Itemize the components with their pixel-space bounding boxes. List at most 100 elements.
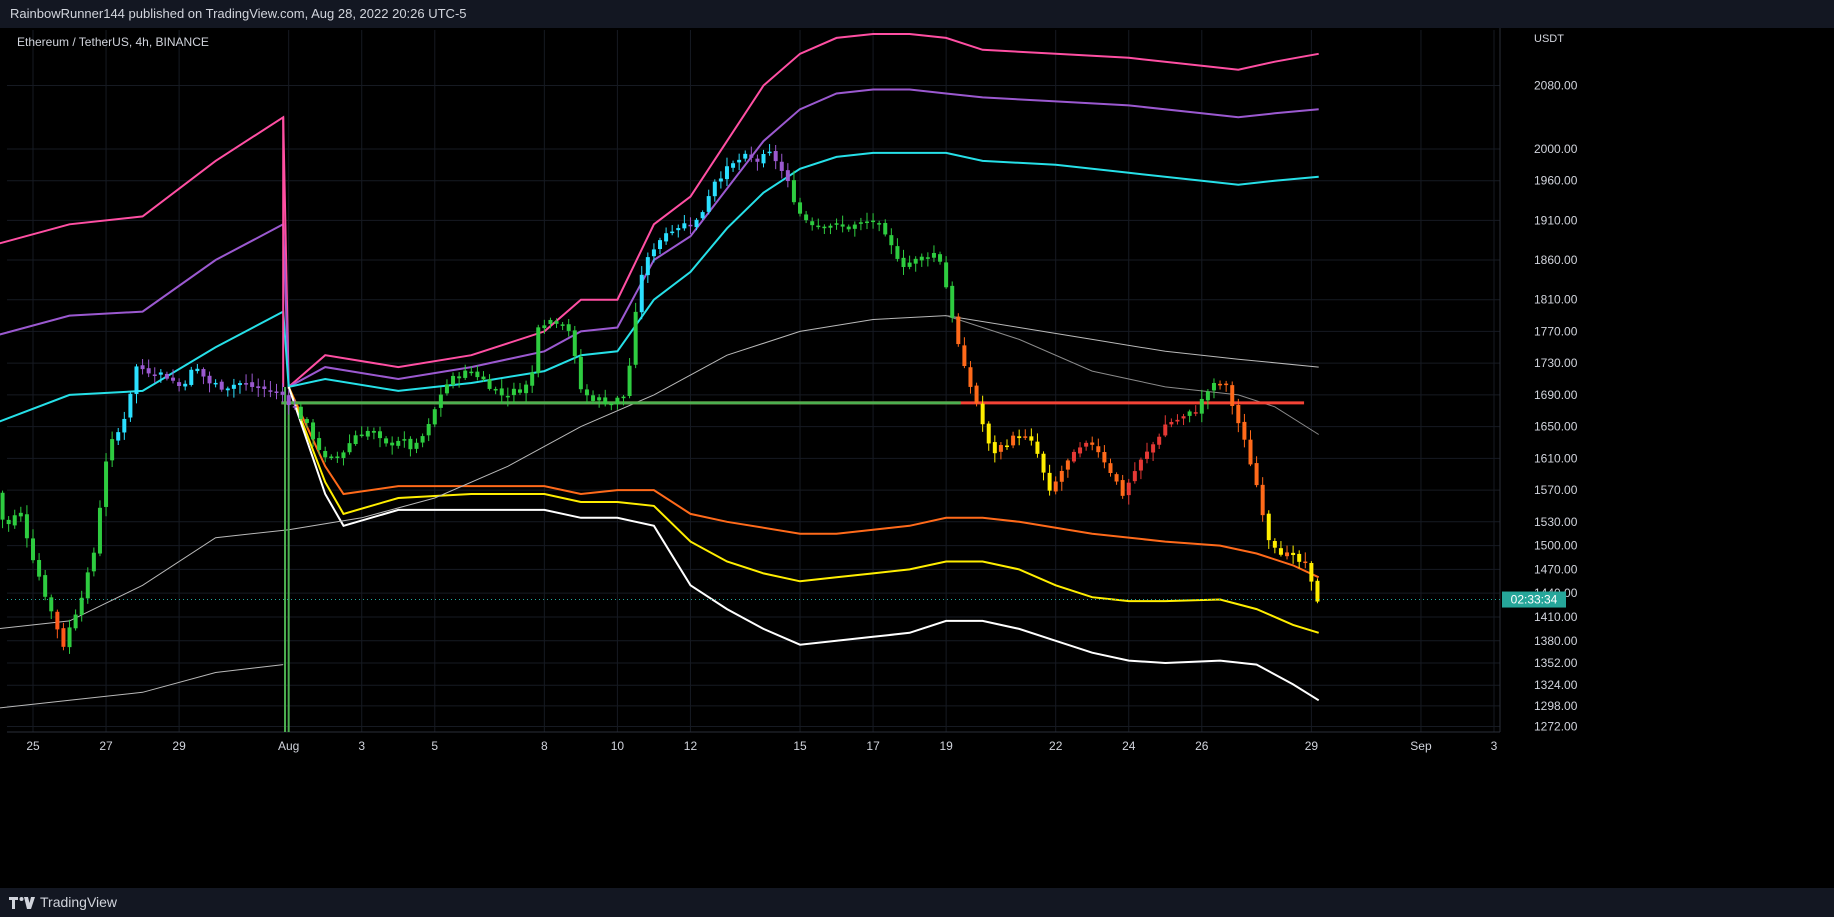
candle-body bbox=[944, 262, 949, 288]
candle-body bbox=[1065, 460, 1070, 470]
candle-body bbox=[731, 163, 736, 168]
time-tick-label: 27 bbox=[99, 739, 113, 753]
candle-body bbox=[852, 224, 857, 229]
candle bbox=[950, 281, 955, 323]
candle bbox=[1029, 428, 1034, 446]
candle-body bbox=[481, 376, 486, 380]
price-tick-label: 1410.00 bbox=[1534, 610, 1578, 624]
candle bbox=[152, 367, 157, 383]
candle-body bbox=[548, 319, 553, 324]
candle bbox=[828, 223, 833, 235]
candle bbox=[146, 359, 151, 378]
candle bbox=[347, 434, 352, 455]
tradingview-logo-icon[interactable] bbox=[9, 896, 35, 910]
candle bbox=[158, 369, 163, 383]
indicator-line-1 bbox=[0, 88, 1319, 389]
candle-body bbox=[67, 627, 72, 648]
candle-body bbox=[329, 456, 334, 459]
candle-body bbox=[1163, 424, 1168, 436]
candle-body bbox=[6, 519, 11, 525]
candle bbox=[463, 364, 468, 380]
candle bbox=[128, 392, 133, 422]
candle bbox=[1218, 380, 1223, 390]
publish-header: RainbowRunner144 published on TradingVie… bbox=[0, 0, 1834, 28]
candle bbox=[986, 421, 991, 451]
price-chart[interactable]: 2080.00 2000.00 1960.00 1910.00 1860.00 1810.… bbox=[0, 28, 1834, 888]
candle bbox=[1199, 389, 1204, 423]
candle bbox=[1059, 465, 1064, 491]
candle bbox=[664, 227, 669, 245]
candle-body bbox=[298, 406, 303, 420]
indicator-line-5 bbox=[287, 386, 1320, 702]
candle bbox=[110, 431, 115, 468]
candle bbox=[286, 389, 291, 415]
candle bbox=[1205, 389, 1210, 410]
candle-body bbox=[846, 226, 851, 230]
candle-body bbox=[128, 393, 133, 418]
candle bbox=[1187, 409, 1192, 423]
footer-brand[interactable]: TradingView bbox=[40, 894, 118, 910]
candle bbox=[968, 361, 973, 394]
candle-body bbox=[365, 430, 370, 437]
candle-body bbox=[323, 450, 328, 458]
candle bbox=[1023, 429, 1028, 440]
price-tick-label: 1860.00 bbox=[1534, 253, 1578, 267]
candle-body bbox=[743, 153, 748, 159]
candle bbox=[61, 622, 66, 651]
candle-body bbox=[1120, 480, 1125, 496]
candle bbox=[1291, 545, 1296, 564]
candle bbox=[852, 221, 857, 237]
candle bbox=[505, 387, 510, 407]
candle-body bbox=[116, 432, 121, 441]
candle-body bbox=[396, 440, 401, 446]
candle bbox=[609, 402, 614, 411]
candle-body bbox=[292, 406, 297, 408]
price-tick-label: 1500.00 bbox=[1534, 539, 1578, 553]
candle-body bbox=[542, 325, 547, 329]
candle bbox=[578, 349, 583, 393]
candle bbox=[524, 380, 529, 403]
price-tick-label: 2080.00 bbox=[1534, 79, 1578, 93]
time-tick-label: 10 bbox=[611, 739, 625, 753]
candle bbox=[311, 419, 316, 447]
price-tick-label: 1380.00 bbox=[1534, 634, 1578, 648]
candle-body bbox=[1084, 442, 1089, 447]
candle-body bbox=[457, 376, 462, 379]
candle bbox=[207, 371, 212, 393]
candle bbox=[292, 399, 297, 410]
countdown-badge: 02:33:34 bbox=[1502, 591, 1566, 608]
candle bbox=[457, 372, 462, 388]
candle-body bbox=[1023, 436, 1028, 438]
time-tick-label: 25 bbox=[26, 739, 40, 753]
candle-body bbox=[1291, 552, 1296, 556]
candle bbox=[743, 150, 748, 162]
candle bbox=[323, 446, 328, 463]
candle bbox=[6, 516, 11, 532]
candle bbox=[804, 210, 809, 224]
candle bbox=[633, 302, 638, 369]
countdown-badge-bg bbox=[1502, 591, 1566, 608]
price-tick-label: 1352.00 bbox=[1534, 656, 1578, 670]
candle bbox=[706, 189, 711, 215]
candle bbox=[408, 436, 413, 457]
candle-body bbox=[706, 196, 711, 212]
candle-body bbox=[621, 396, 626, 399]
candle bbox=[91, 547, 96, 577]
candle bbox=[402, 431, 407, 448]
candle-body bbox=[201, 369, 206, 377]
candle bbox=[177, 378, 182, 392]
candle-body bbox=[286, 395, 291, 406]
candle bbox=[219, 379, 224, 392]
price-axis: 2080.00 2000.00 1960.00 1910.00 1860.00 1810.… bbox=[1534, 33, 1578, 733]
candle-body bbox=[524, 384, 529, 394]
candle bbox=[122, 411, 127, 440]
candle bbox=[682, 215, 687, 231]
candle bbox=[840, 215, 845, 233]
candle bbox=[1151, 441, 1156, 462]
candle bbox=[530, 365, 535, 393]
candle bbox=[237, 380, 242, 394]
candle-body bbox=[518, 389, 522, 393]
candle bbox=[645, 252, 650, 283]
candle-body bbox=[1199, 398, 1204, 414]
candle-body bbox=[61, 628, 66, 647]
